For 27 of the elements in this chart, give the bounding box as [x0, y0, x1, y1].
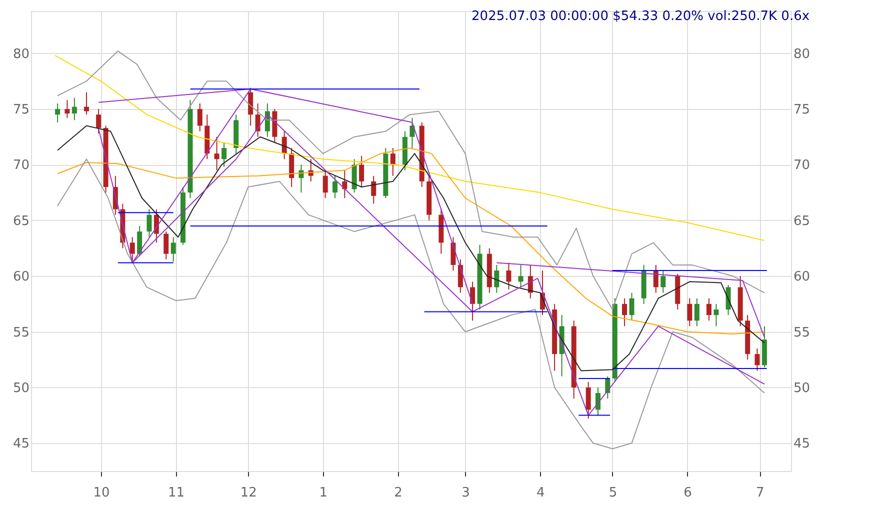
y-tick-label: 65: [12, 214, 30, 229]
y2-tick-label: 60: [794, 270, 810, 285]
y-tick-label: 50: [12, 380, 30, 396]
y-tick-label: 70: [12, 158, 30, 174]
x-tick-label: 6: [684, 486, 692, 500]
y-tick-label: 80: [12, 46, 30, 62]
y-tick-label: 45: [12, 436, 30, 452]
x-tick-label: 5: [608, 486, 618, 500]
x-tick-label: 3: [462, 486, 470, 500]
y2-tick-label: 80: [794, 46, 810, 62]
x-tick-label: 1: [319, 486, 328, 500]
x-tick-label: 4: [536, 486, 545, 500]
y-tick-label: 75: [12, 102, 30, 118]
x-tick-label: 10: [93, 486, 110, 500]
y2-tick-label: 70: [794, 158, 810, 174]
y2-tick-label: 45: [794, 436, 810, 452]
y-tick-label: 60: [12, 270, 30, 285]
x-tick-label: 11: [168, 486, 185, 500]
y2-tick-label: 65: [794, 214, 810, 229]
chart-title: 2025.07.03 00:00:00 $54.33 0.20% vol:250.7K 0.6x: [472, 9, 810, 24]
y-tick-label: 55: [12, 325, 30, 340]
y2-tick-label: 55: [794, 325, 810, 340]
x-tick-label: 2: [394, 486, 402, 500]
x-tick-label: 12: [240, 486, 257, 500]
x-tick-label: 7: [756, 486, 764, 500]
y2-tick-label: 75: [794, 102, 810, 118]
y2-tick-label: 50: [794, 380, 810, 396]
